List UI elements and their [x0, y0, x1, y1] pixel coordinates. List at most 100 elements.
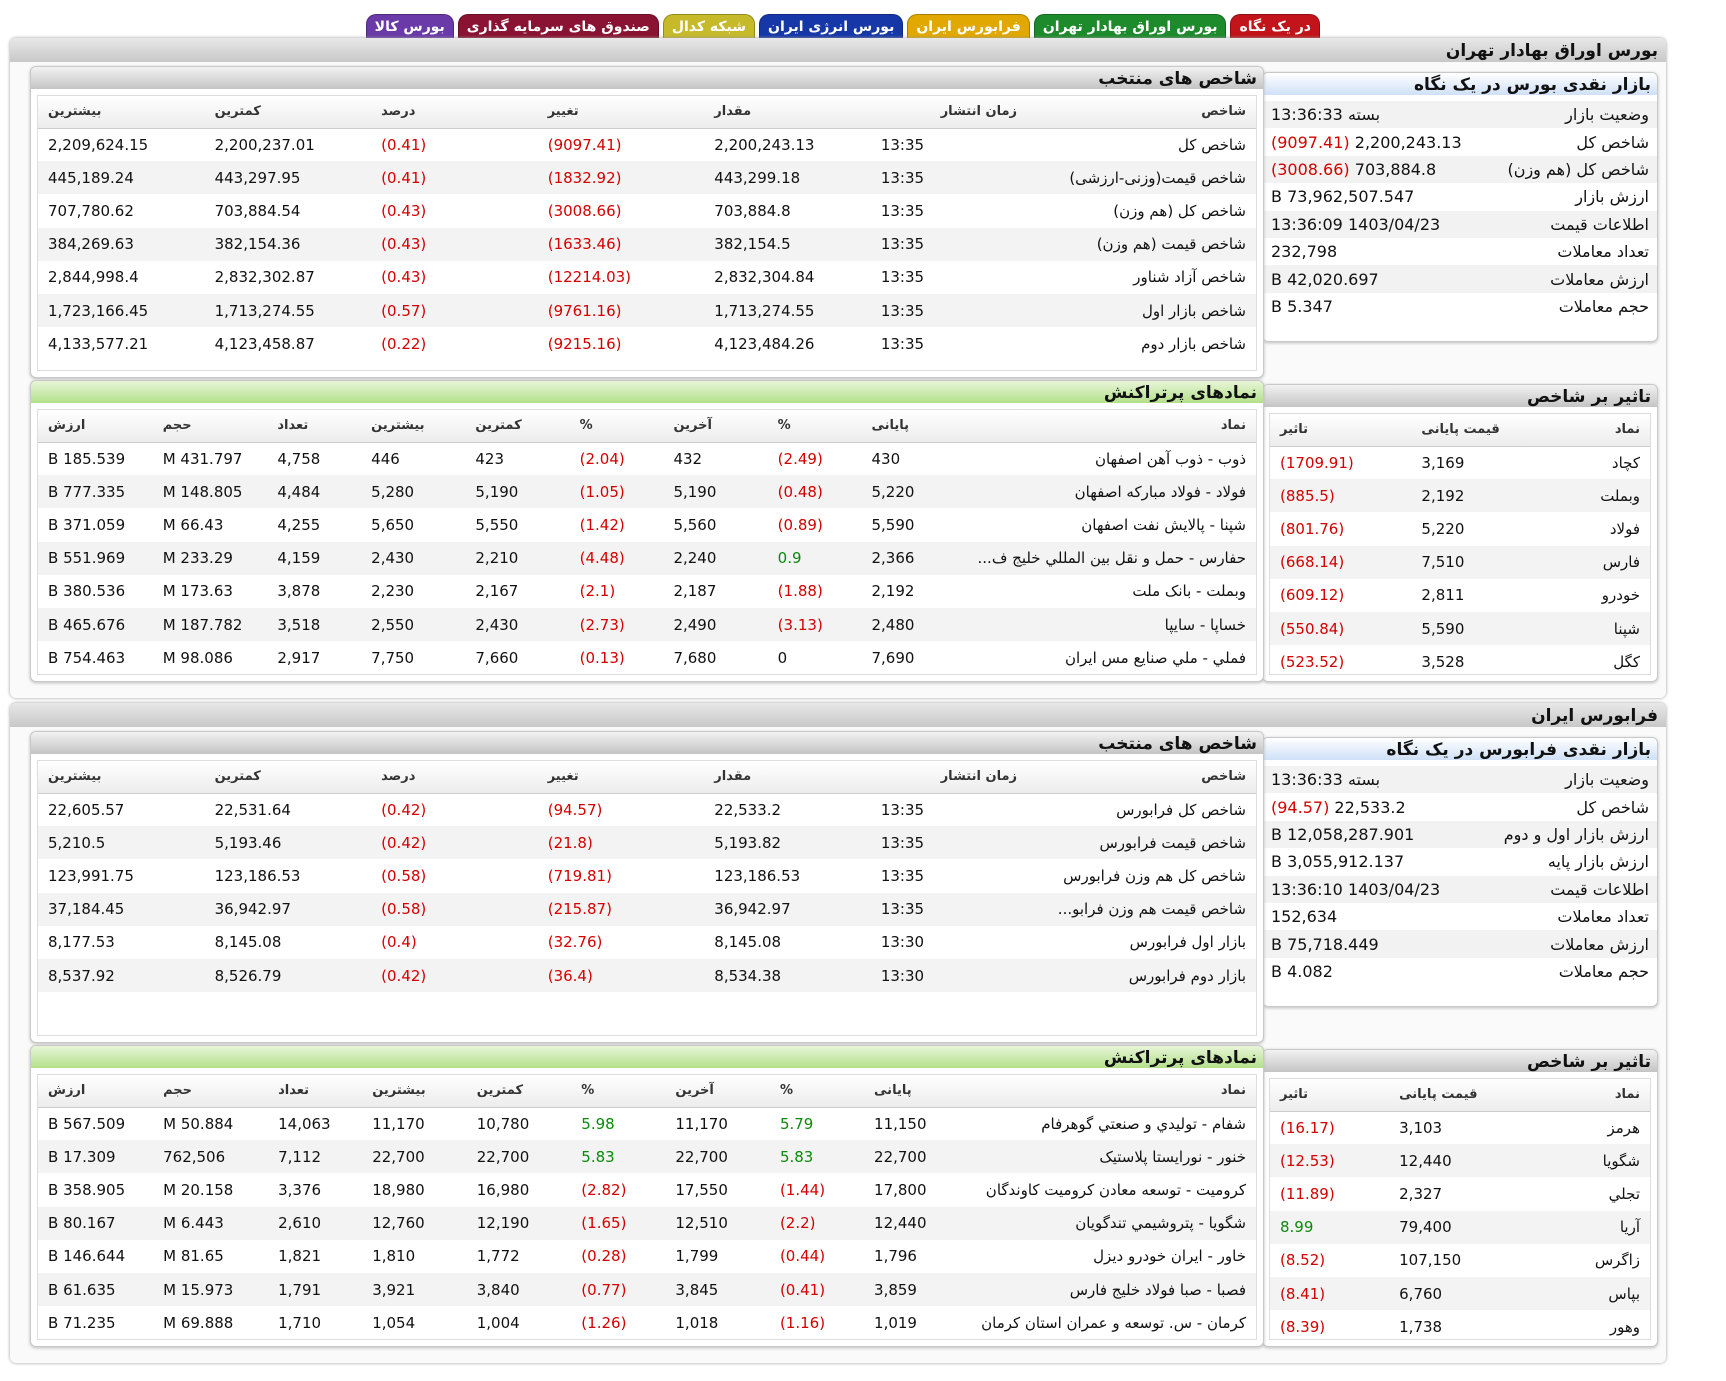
symbol-link[interactable]: فملي - ملي صنايع مس ايران	[1064, 648, 1246, 667]
impact-row[interactable]: فارس 7,510 (668.14)	[1270, 545, 1650, 579]
indices-col-header[interactable]: بیشترین	[38, 96, 205, 129]
impact-row[interactable]: آریا 79,400 8.99	[1270, 1210, 1650, 1244]
symbol-link[interactable]: شپنا	[1559, 611, 1650, 646]
most-traded-row[interactable]: شگویا - پتروشیمي تندگويان 12,440 (2.2) 12,5…	[38, 1206, 1256, 1240]
impact-row[interactable]: کگل 3,528 (523.52)	[1270, 645, 1650, 678]
impact-col-header[interactable]: نماد	[1546, 1079, 1650, 1112]
most-traded-col-header[interactable]: تعداد	[268, 1075, 363, 1108]
most-traded-col-header[interactable]: کمترین	[465, 410, 570, 443]
most-traded-col-header[interactable]: ارزش	[38, 410, 153, 443]
most-traded-col-header[interactable]: %	[769, 1075, 865, 1108]
symbol-link[interactable]: شپنا - پالایش نفت اصفهان	[1081, 515, 1246, 534]
impact-col-header[interactable]: قیمت پایانی	[1411, 414, 1560, 447]
symbol-link[interactable]: فصبا - صبا فولاد خليج فارس	[958, 1272, 1256, 1307]
indices-col-header[interactable]: شاخص	[1026, 761, 1256, 794]
index-row[interactable]: بازار اول فرابورس 13:30 8,145.08 (32.76) (0.…	[38, 926, 1256, 959]
index-row[interactable]: شاخص کل فرابورس 13:35 22,533.2 (94.57) (0.42…	[38, 793, 1256, 826]
most-traded-col-header[interactable]: حجم	[152, 410, 268, 443]
most-traded-col-header[interactable]: آخرین	[665, 1075, 770, 1108]
most-traded-row[interactable]: فولاد - فولاد مبارکه اصفهان 5,220 (0.48) 5,…	[38, 475, 1256, 509]
index-row[interactable]: شاخص کل 13:35 2,200,243.13 (9097.41) (0.41) 2…	[38, 128, 1256, 161]
most-traded-row[interactable]: خنور - نورایستا پلاستیک 22,700 5.83 22,700 5…	[38, 1140, 1256, 1174]
impact-col-header[interactable]: تاثیر	[1270, 1079, 1390, 1112]
symbol-link[interactable]: خودرو	[1601, 586, 1640, 605]
symbol-link[interactable]: خساپا - سايپا	[955, 607, 1256, 642]
most-traded-row[interactable]: كرمان - س. توسعه و عمران استان كرمان 1,01…	[38, 1306, 1256, 1339]
impact-row[interactable]: کچاد 3,169 (1709.91)	[1270, 446, 1650, 479]
symbol-link[interactable]: فولاد	[1609, 519, 1640, 538]
symbol-link[interactable]: كرمان - س. توسعه و عمران استان كرمان	[981, 1313, 1246, 1332]
impact-row[interactable]: وهور 1,738 (8.39)	[1270, 1310, 1650, 1343]
index-row[interactable]: شاخص بازار اول 13:35 1,713,274.55 (9761.16)…	[38, 293, 1256, 328]
index-row[interactable]: شاخص کل هم وزن فرابورس 13:35 123,186.53 (71…	[38, 859, 1256, 892]
most-traded-row[interactable]: ذوب - ذوب آهن اصفهان 430 (2.49) 432 (2.04) 42…	[38, 442, 1256, 475]
most-traded-col-header[interactable]: حجم	[153, 1075, 269, 1108]
indices-col-header[interactable]: کمترین	[204, 761, 372, 794]
most-traded-row[interactable]: خساپا - سايپا 2,480 (3.13) 2,490 (2.73) 2,430…	[38, 607, 1256, 642]
symbol-link[interactable]: حفارس - حمل و نقل بين المللي خليج ف...	[955, 541, 1256, 575]
indices-col-header[interactable]: درصد	[371, 96, 538, 129]
most-traded-row[interactable]: فصبا - صبا فولاد خليج فارس 3,859 (0.41) 3,8…	[38, 1272, 1256, 1307]
tab-6[interactable]: بورس کالا	[365, 14, 454, 40]
most-traded-col-header[interactable]: آخرین	[663, 410, 768, 443]
impact-row[interactable]: وبملت 2,192 (885.5)	[1270, 479, 1650, 513]
tab-3[interactable]: بورس انرژی ایران	[759, 14, 904, 40]
indices-col-header[interactable]: زمان انتشار	[870, 761, 1027, 794]
most-traded-col-header[interactable]: پایانی	[861, 410, 956, 443]
most-traded-row[interactable]: شپنا - پالایش نفت اصفهان 5,590 (0.89) 5,560…	[38, 508, 1256, 541]
index-row[interactable]: شاخص قیمت(وزنی-ارزشی) 13:35 443,299.18 (183…	[38, 161, 1256, 195]
symbol-link[interactable]: فولاد - فولاد مبارکه اصفهان	[955, 475, 1256, 509]
symbol-link[interactable]: کگل	[1613, 652, 1640, 671]
impact-row[interactable]: هرمز 3,103 (16.17)	[1270, 1111, 1650, 1144]
symbol-link[interactable]: آریا	[1546, 1210, 1650, 1244]
tab-5[interactable]: صندوق های سرمایه گذاری	[457, 14, 659, 40]
most-traded-col-header[interactable]: پایانی	[864, 1075, 959, 1108]
indices-col-header[interactable]: شاخص	[1026, 96, 1256, 129]
symbol-link[interactable]: وبملت - بانک ملت	[1132, 582, 1246, 601]
symbol-link[interactable]: وبملت	[1559, 479, 1650, 513]
indices-col-header[interactable]: مقدار	[704, 761, 871, 794]
symbol-link[interactable]: فارس	[1559, 545, 1650, 579]
most-traded-row[interactable]: شفام - توليدي و صنعتي گوهرفام 11,150 5.79 1…	[38, 1107, 1256, 1140]
impact-col-header[interactable]: قیمت پایانی	[1389, 1079, 1547, 1112]
tab-0[interactable]: در یک نگاه	[1230, 14, 1320, 40]
symbol-link[interactable]: کچاد	[1611, 453, 1640, 472]
impact-row[interactable]: زاگرس 107,150 (8.52)	[1270, 1244, 1650, 1277]
indices-col-header[interactable]: مقدار	[704, 96, 871, 129]
most-traded-col-header[interactable]: تعداد	[267, 410, 362, 443]
symbol-link[interactable]: وهور	[1609, 1317, 1640, 1336]
most-traded-row[interactable]: فملي - ملي صنايع مس ايران 7,690 0 7,680 (0.1…	[38, 641, 1256, 674]
most-traded-col-header[interactable]: نماد	[958, 1075, 1256, 1108]
symbol-link[interactable]: خنور - نورایستا پلاستیک	[958, 1140, 1256, 1174]
symbol-link[interactable]: زاگرس	[1594, 1251, 1640, 1270]
most-traded-col-header[interactable]: %	[571, 1075, 666, 1108]
most-traded-col-header[interactable]: ارزش	[38, 1075, 154, 1108]
impact-row[interactable]: خودرو 2,811 (609.12)	[1270, 579, 1650, 612]
impact-row[interactable]: شپنا 5,590 (550.84)	[1270, 611, 1650, 646]
index-row[interactable]: شاخص قیمت هم وزن فرابو... 13:35 36,942.97(…	[38, 892, 1256, 926]
index-row[interactable]: شاخص آزاد شناور 13:35 2,832,304.84 (12214.0…	[38, 261, 1256, 294]
impact-row[interactable]: شگویا 12,440 (12.53)	[1270, 1144, 1650, 1178]
symbol-link[interactable]: شگویا	[1546, 1144, 1650, 1178]
most-traded-col-header[interactable]: %	[569, 410, 664, 443]
most-traded-col-header[interactable]: بیشترین	[362, 1075, 467, 1108]
impact-col-header[interactable]: تاثیر	[1270, 414, 1412, 447]
symbol-link[interactable]: ذوب - ذوب آهن اصفهان	[1094, 449, 1246, 468]
symbol-link[interactable]: شگویا - پتروشیمي تندگويان	[958, 1206, 1256, 1240]
most-traded-col-header[interactable]: کمترین	[466, 1075, 572, 1108]
index-row[interactable]: شاخص کل (هم وزن) 13:35 703,884.8 (3008.66) (…	[38, 194, 1256, 227]
index-row[interactable]: شاخص بازار دوم 13:35 4,123,484.26 (9215.16)…	[38, 327, 1256, 360]
symbol-link[interactable]: كروميت - توسعه معادن كروميت كاوندگان	[985, 1180, 1246, 1199]
tab-1[interactable]: بورس اوراق بهادار تهران	[1033, 14, 1227, 40]
index-row[interactable]: شاخص قیمت (هم وزن) 13:35 382,154.5 (1633.46…	[38, 227, 1256, 261]
index-row[interactable]: بازار دوم فرابورس 13:30 8,534.38 (36.4) (0.4…	[38, 958, 1256, 993]
indices-col-header[interactable]: تغییر	[537, 96, 705, 129]
indices-col-header[interactable]: درصد	[371, 761, 538, 794]
most-traded-row[interactable]: كروميت - توسعه معادن كروميت كاوندگان 17,8…	[38, 1173, 1256, 1206]
most-traded-col-header[interactable]: بیشترین	[361, 410, 466, 443]
symbol-link[interactable]: خاور - ايران خودرو ديزل	[1093, 1247, 1246, 1266]
indices-col-header[interactable]: کمترین	[204, 96, 372, 129]
impact-col-header[interactable]: نماد	[1559, 414, 1650, 447]
indices-col-header[interactable]: زمان انتشار	[870, 96, 1027, 129]
symbol-link[interactable]: بپاس	[1546, 1276, 1650, 1311]
